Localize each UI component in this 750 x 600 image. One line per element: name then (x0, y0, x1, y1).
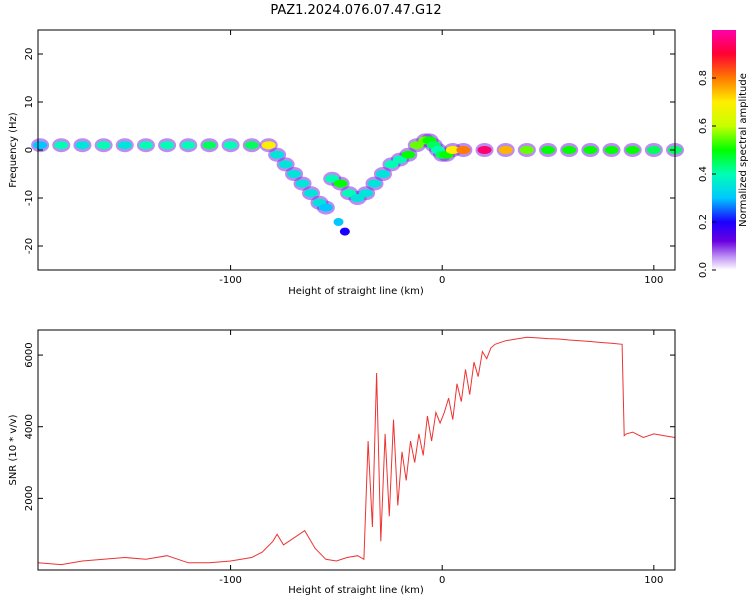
spectrogram-point (498, 146, 513, 154)
spectrogram-xtick-label: 100 (644, 275, 663, 286)
colorbar-tick-label: 0.8 (698, 70, 709, 86)
spectrogram-point (96, 141, 111, 150)
snr-plot-area (38, 330, 675, 570)
spectrogram-plot-area (38, 30, 675, 270)
spectrogram-point (223, 141, 238, 150)
spectrogram-point (261, 141, 276, 150)
spectrogram-point (117, 141, 132, 150)
colorbar-ticks: 0.0 0.2 0.4 0.6 0.8 (698, 70, 716, 278)
spectrogram-point (75, 141, 90, 150)
spectrogram-blob (339, 227, 350, 236)
snr-marks (37, 336, 676, 566)
snr-ytick-label: 6000 (24, 342, 35, 367)
snr-frame (37, 329, 676, 571)
spectrogram-point (477, 146, 492, 154)
spectrogram-point (181, 141, 196, 150)
spectrogram-point (625, 146, 640, 154)
snr-xtick-label: 0 (439, 575, 445, 586)
spectrogram-ytick-label: 0 (24, 147, 35, 153)
spectrogram-point (367, 179, 382, 188)
spectrogram-point (160, 141, 175, 150)
colorbar-tick-label: 0.4 (698, 166, 709, 182)
spectrogram-ytick-label: -10 (24, 190, 35, 206)
snr-xtick-label: 100 (644, 575, 663, 586)
snr-xtick-label: -100 (219, 575, 242, 586)
spectrogram-ytick-label: 10 (24, 96, 35, 109)
spectrogram-point (54, 141, 69, 150)
spectrogram-xtick-label: 0 (439, 275, 445, 286)
spectrogram-point (646, 146, 661, 154)
spectrogram-point (333, 179, 348, 188)
snr-line (37, 336, 676, 566)
snr-xlabel: Height of straight line (km) (288, 585, 424, 596)
spectrogram-point (445, 146, 460, 154)
colorbar-tick-label: 0.0 (698, 262, 709, 278)
colorbar-tick-label: 0.2 (698, 214, 709, 230)
snr-ytick-label: 4000 (24, 414, 35, 439)
colorbar-label: Normalized spectral amplitude (738, 73, 749, 227)
snr-ylabel: SNR (10 * v/v) (8, 414, 19, 485)
spectrogram-point (375, 170, 390, 178)
spectrogram-point (278, 160, 293, 169)
colorbar-tick-label: 0.6 (698, 118, 709, 134)
spectrogram-point (562, 146, 577, 154)
spectrogram-ylabel: Frequency (Hz) (8, 112, 19, 188)
spectrogram-point (138, 141, 153, 150)
spectrogram-point (541, 146, 556, 154)
spectrogram-xlabel: Height of straight line (km) (288, 286, 424, 297)
spectrogram-point (202, 141, 217, 150)
spectrogram-point (604, 146, 619, 154)
snr-ytick-label: 2000 (24, 486, 35, 511)
spectrogram-ytick-label: -20 (24, 238, 35, 254)
spectrogram-point (359, 189, 374, 198)
snr-panel: -100 0 100 2000 4000 6000 Height of straight … (8, 329, 676, 596)
spectrogram-point (401, 150, 416, 159)
spectrogram-point (295, 179, 310, 188)
spectrogram-point (244, 141, 259, 150)
snr-ticks: -100 0 100 2000 4000 6000 (24, 330, 675, 586)
spectrogram-xtick-label: -100 (219, 275, 242, 286)
spectrogram-point (33, 141, 48, 150)
spectrogram-point (287, 170, 302, 178)
spectrogram-point (456, 146, 471, 154)
colorbar-gradient (712, 30, 736, 270)
spectrogram-point (519, 146, 534, 154)
chart-title: PAZ1.2024.076.07.47.G12 (270, 3, 441, 18)
colorbar: 0.0 0.2 0.4 0.6 0.8 Normalized spectral ampl… (698, 30, 749, 278)
spectrogram-ytick-label: 20 (24, 48, 35, 61)
spectrogram-point (318, 203, 333, 212)
spectrogram-point (304, 189, 318, 198)
spectrogram-blob (333, 218, 344, 226)
spectrogram-point (583, 146, 598, 154)
spectrogram-marks (31, 133, 684, 236)
spectrogram-point (270, 150, 285, 159)
